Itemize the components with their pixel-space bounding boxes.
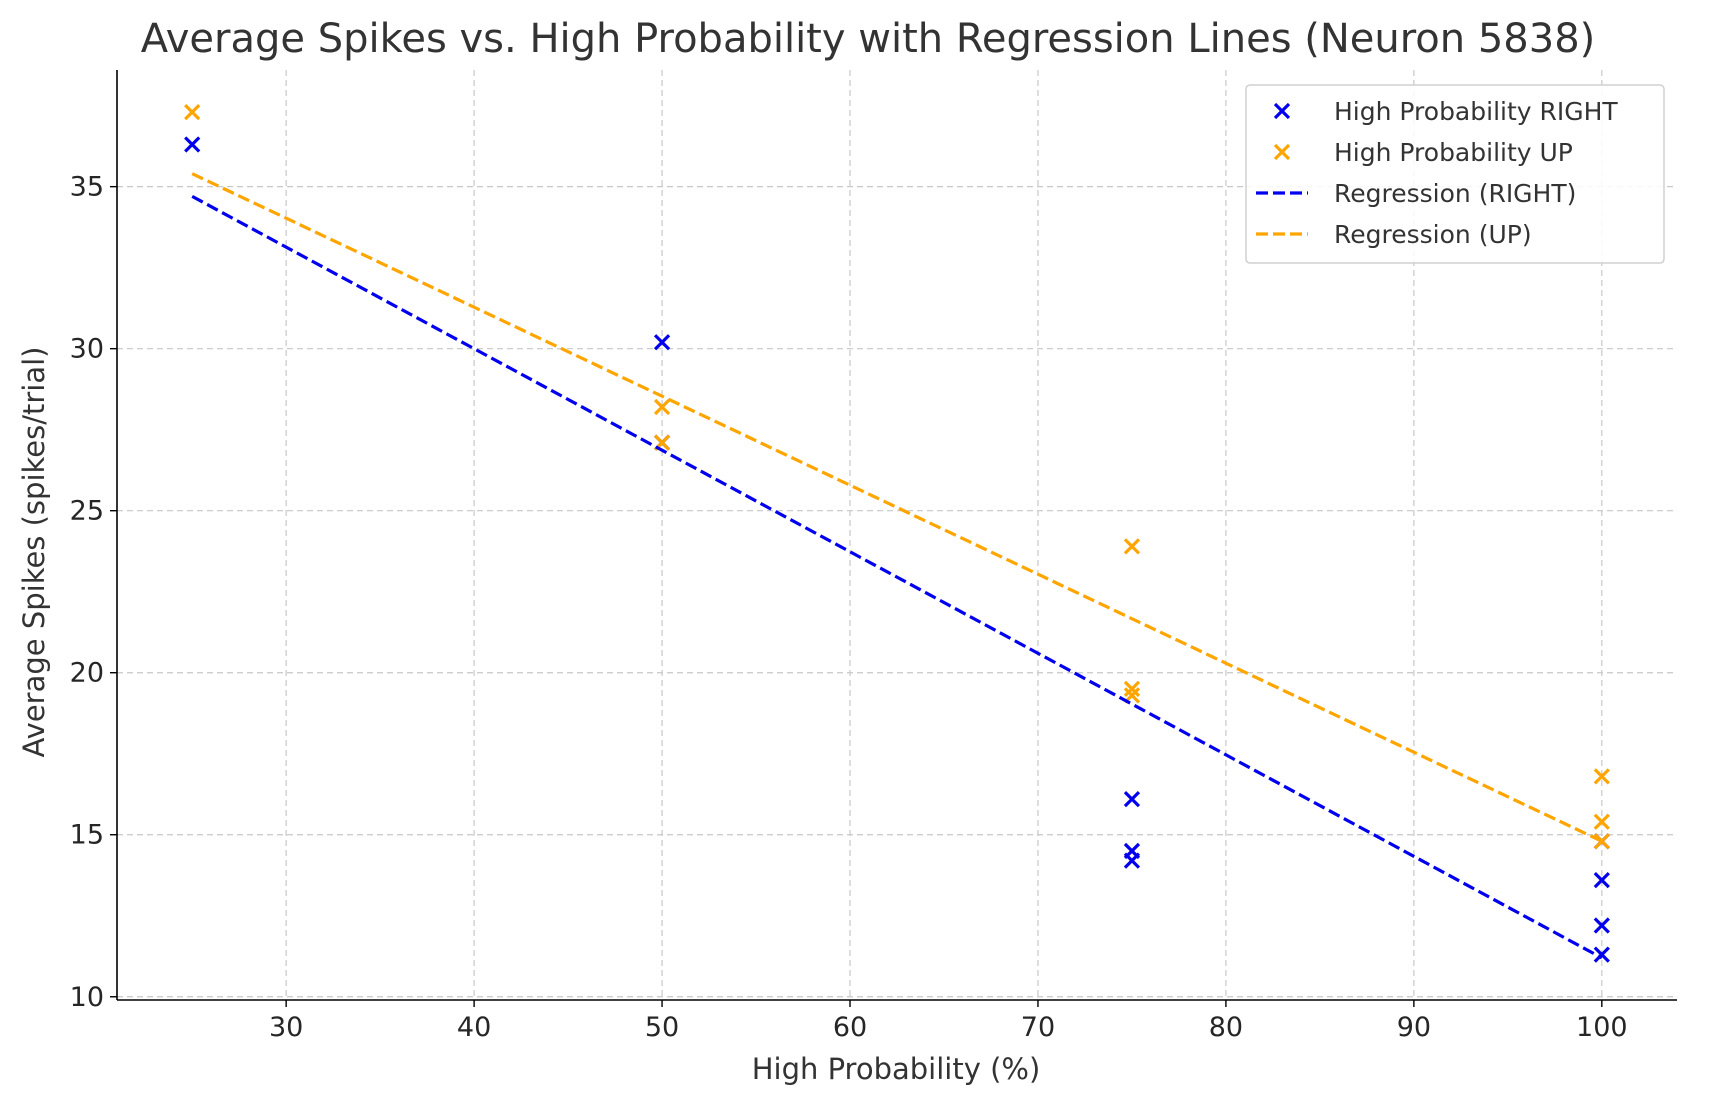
x-axis-label: High Probability (%): [752, 1052, 1041, 1086]
data-point: [1593, 768, 1610, 785]
y-tick-label: 15: [70, 820, 104, 851]
data-point: [1123, 680, 1141, 698]
x-tick-label: 70: [1021, 1012, 1055, 1043]
legend-item[interactable]: Regression (UP): [1256, 220, 1532, 249]
legend-marker: [1273, 102, 1291, 120]
data-point: [1123, 538, 1141, 555]
legend-label: Regression (UP): [1334, 220, 1532, 249]
legend-label: High Probability RIGHT: [1334, 97, 1618, 126]
legend-label: Regression (RIGHT): [1334, 179, 1576, 208]
data-point: [184, 103, 201, 121]
legend-label: High Probability UP: [1334, 138, 1573, 167]
data-point: [184, 136, 201, 153]
y-tick-label: 20: [70, 658, 104, 689]
y-tick-label: 25: [70, 496, 104, 527]
legend-box: [1245, 84, 1665, 264]
y-axis-label: Average Spikes (spikes/trial): [17, 347, 51, 758]
data-point: [653, 334, 671, 351]
x-tick-label: 40: [457, 1012, 491, 1043]
legend-item[interactable]: High Probability UP: [1273, 138, 1573, 167]
data-point: [1123, 852, 1141, 869]
chart-title: Average Spikes vs. High Probability with…: [141, 16, 1596, 62]
x-tick-label: 80: [1209, 1012, 1243, 1043]
data-point: [1593, 917, 1610, 934]
legend-item[interactable]: High Probability RIGHT: [1273, 97, 1618, 126]
data-point: [1593, 813, 1610, 830]
regression-line-up: [191, 172, 1603, 843]
axes: 30 40 50 60 70 80 90 100 10 15 20 25 30 35: [70, 70, 1677, 1043]
x-tick-label: 30: [269, 1012, 303, 1043]
data-point: [653, 398, 671, 416]
data-point: [1123, 790, 1141, 808]
x-tick-label: 60: [833, 1012, 867, 1043]
data-point: [1593, 833, 1610, 850]
regression-line-right: [191, 194, 1603, 960]
y-tick-label: 10: [70, 982, 104, 1013]
x-tick-label: 50: [645, 1012, 679, 1043]
legend-marker: [1273, 143, 1291, 161]
data-series: [184, 103, 1610, 963]
legend[interactable]: High Probability RIGHT High Probability U…: [1245, 84, 1665, 264]
x-tick-label: 90: [1397, 1012, 1431, 1043]
data-point: [1593, 946, 1610, 963]
data-point: [1593, 871, 1610, 889]
y-tick-label: 30: [70, 334, 104, 365]
legend-item[interactable]: Regression (RIGHT): [1256, 179, 1576, 208]
y-tick-label: 35: [70, 172, 104, 203]
x-tick-label: 100: [1576, 1012, 1628, 1043]
